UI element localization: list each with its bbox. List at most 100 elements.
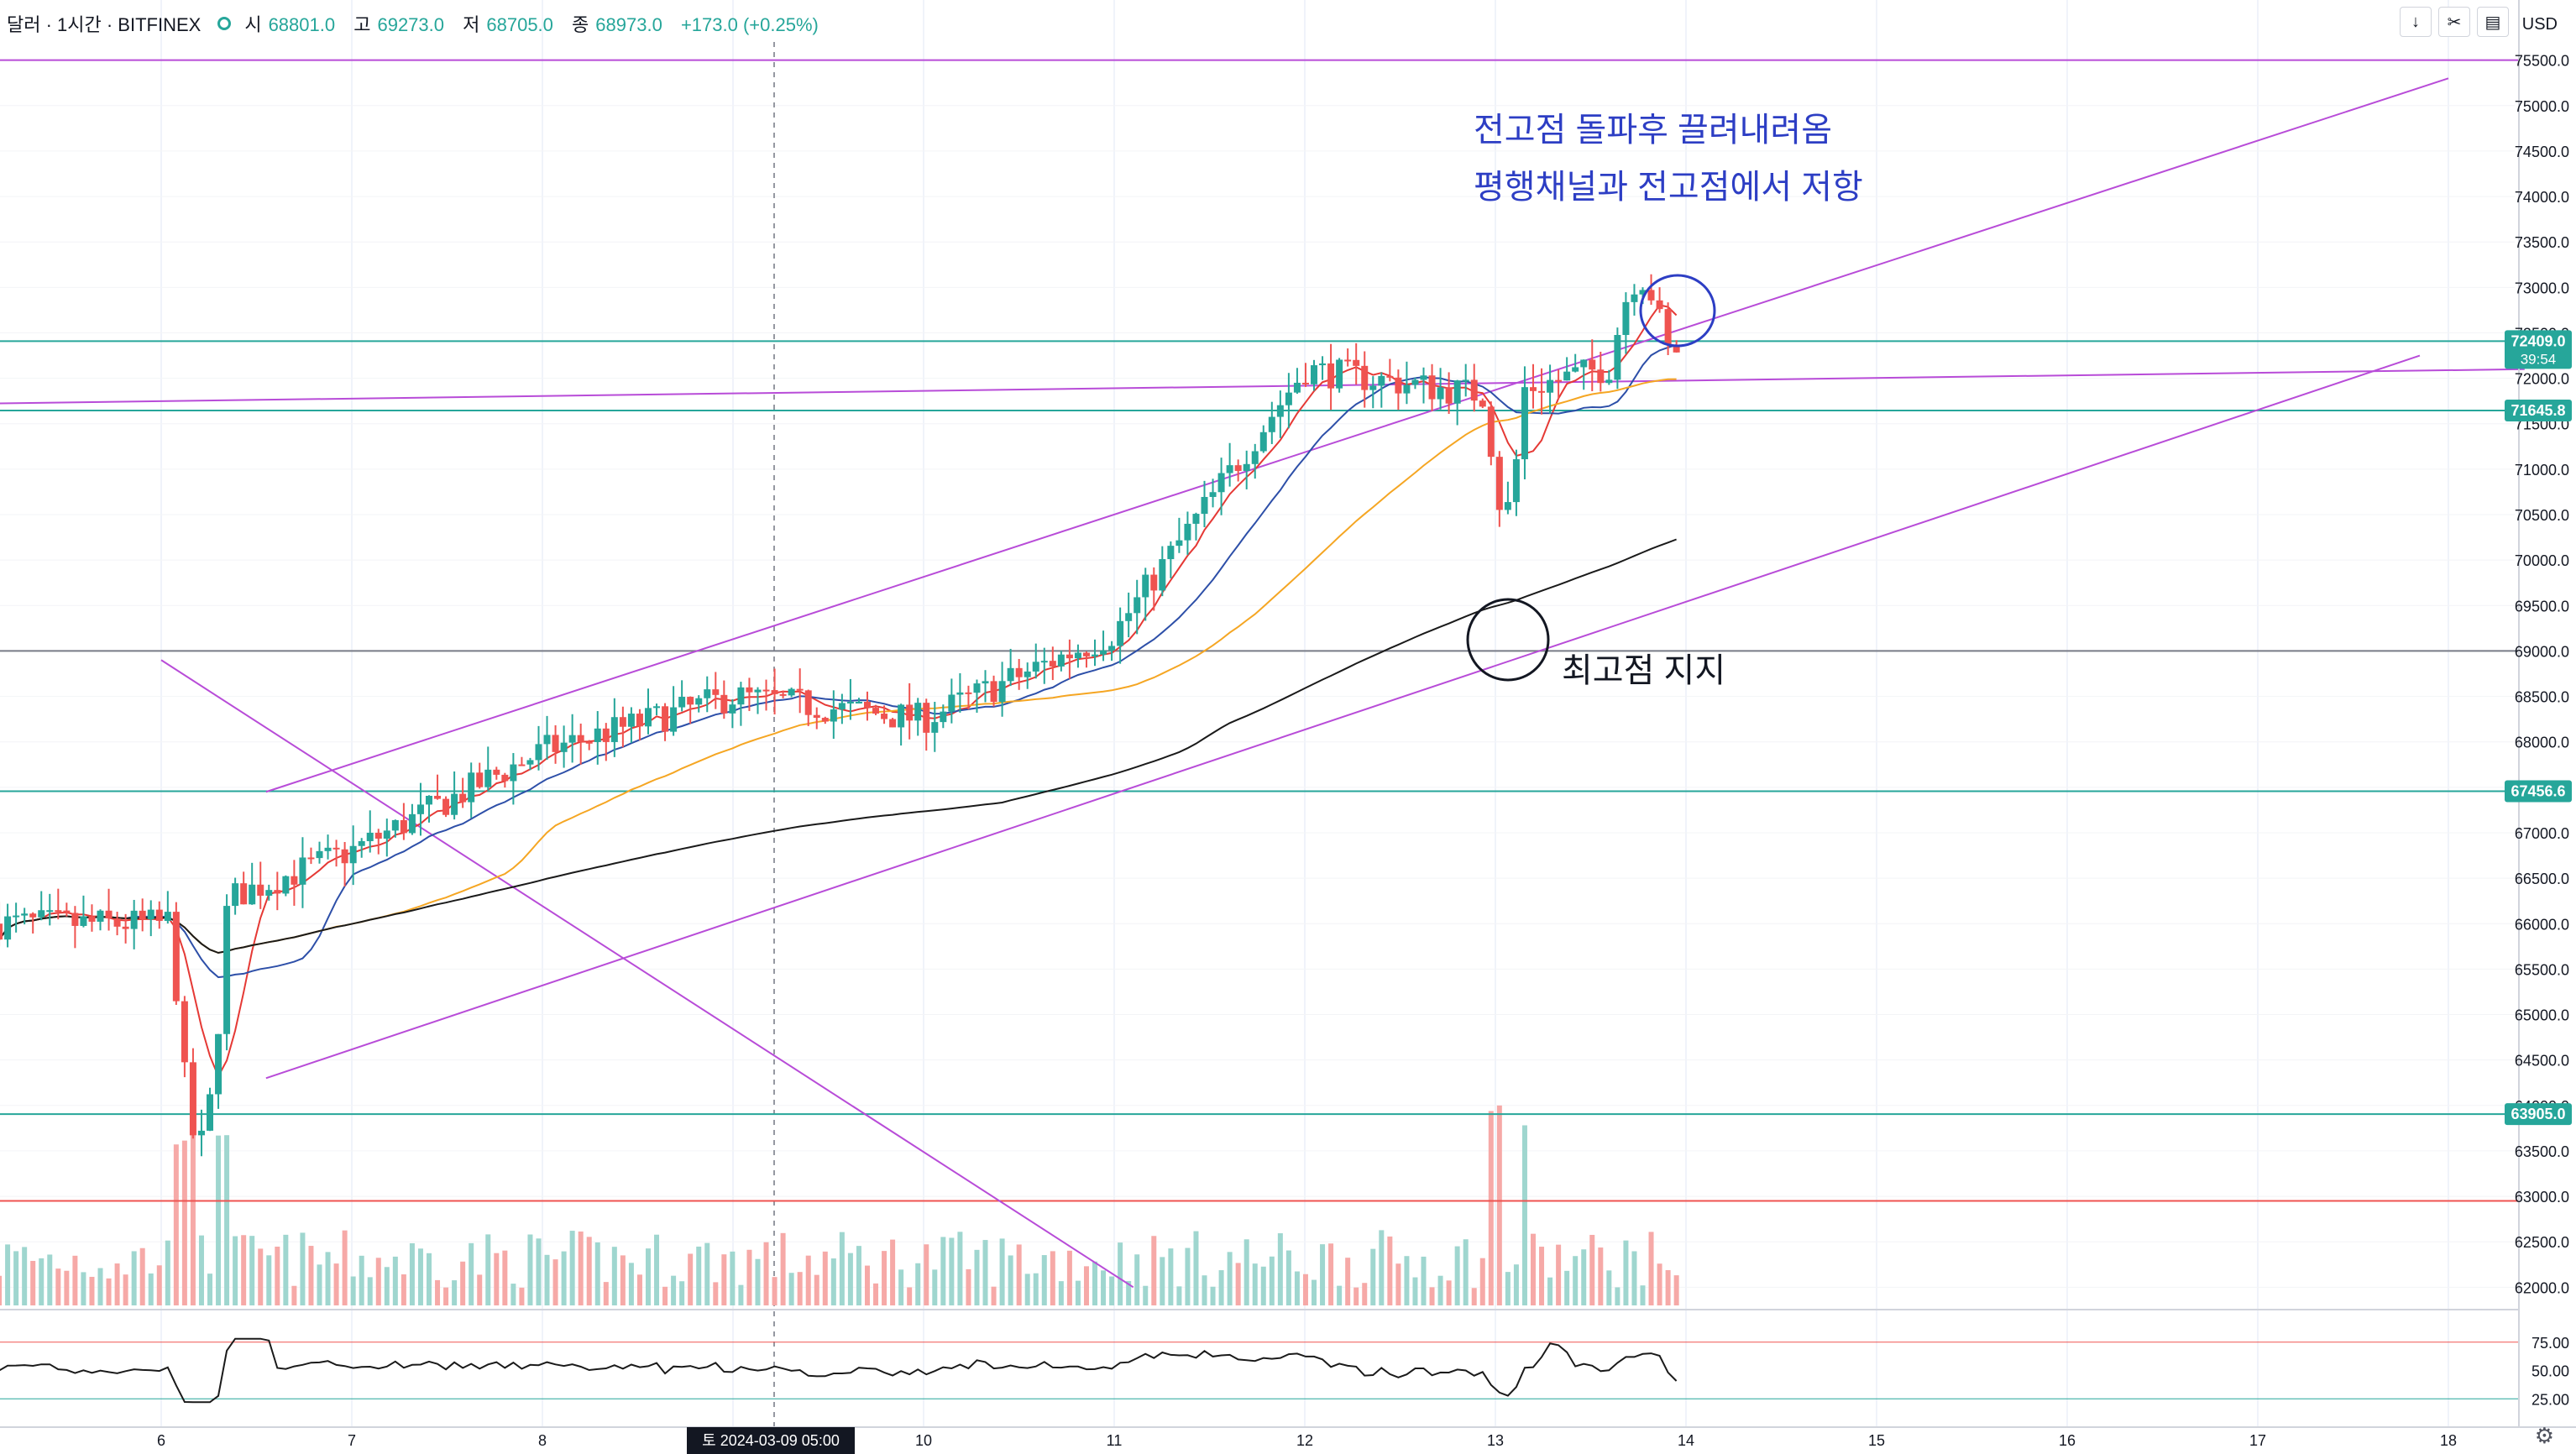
candle[interactable] bbox=[97, 909, 104, 931]
candle[interactable] bbox=[207, 1087, 214, 1132]
candle[interactable] bbox=[762, 679, 770, 711]
candle[interactable] bbox=[712, 672, 720, 709]
candle[interactable] bbox=[1032, 643, 1039, 679]
candle[interactable] bbox=[838, 693, 846, 724]
candle[interactable] bbox=[291, 860, 298, 906]
candle[interactable] bbox=[1268, 401, 1275, 444]
candle[interactable] bbox=[1353, 343, 1360, 385]
candle[interactable] bbox=[1311, 359, 1318, 391]
candle[interactable] bbox=[737, 682, 745, 726]
candle[interactable] bbox=[425, 795, 432, 823]
candle[interactable] bbox=[1445, 372, 1453, 415]
candle[interactable] bbox=[1344, 348, 1352, 367]
candle[interactable] bbox=[493, 766, 500, 780]
candle[interactable] bbox=[63, 902, 71, 917]
candle[interactable] bbox=[1015, 658, 1023, 690]
candle[interactable] bbox=[358, 838, 365, 858]
candle[interactable] bbox=[577, 723, 584, 765]
candle[interactable] bbox=[299, 837, 306, 908]
candle[interactable] bbox=[1369, 376, 1377, 409]
currency-label[interactable]: USD bbox=[2521, 15, 2558, 34]
candle[interactable] bbox=[821, 716, 829, 724]
candle[interactable] bbox=[1150, 567, 1158, 611]
candle[interactable] bbox=[1538, 368, 1546, 415]
candle[interactable] bbox=[484, 746, 492, 791]
candle[interactable] bbox=[1336, 358, 1343, 393]
candle[interactable] bbox=[804, 689, 812, 726]
candle[interactable] bbox=[1243, 450, 1250, 489]
candle[interactable] bbox=[1495, 451, 1503, 527]
candle[interactable] bbox=[788, 688, 795, 698]
candle[interactable] bbox=[662, 703, 669, 741]
candle[interactable] bbox=[1201, 480, 1208, 528]
candle[interactable] bbox=[1572, 353, 1579, 373]
candle[interactable] bbox=[113, 912, 121, 936]
candle[interactable] bbox=[349, 825, 357, 886]
candle[interactable] bbox=[71, 906, 79, 949]
candle[interactable] bbox=[965, 685, 972, 710]
candle[interactable] bbox=[1631, 284, 1638, 316]
scissors-icon[interactable]: ✂ bbox=[2438, 7, 2470, 37]
candle[interactable] bbox=[1470, 364, 1478, 412]
candle[interactable] bbox=[746, 677, 753, 711]
candle[interactable] bbox=[1293, 368, 1301, 395]
candle[interactable] bbox=[1597, 351, 1605, 392]
candle[interactable] bbox=[46, 893, 54, 926]
candle[interactable] bbox=[1386, 358, 1394, 382]
candle[interactable] bbox=[1530, 364, 1537, 409]
candle[interactable] bbox=[139, 898, 146, 932]
candle[interactable] bbox=[1024, 662, 1031, 689]
candle[interactable] bbox=[282, 875, 290, 897]
candle[interactable] bbox=[602, 723, 610, 761]
candle[interactable] bbox=[610, 698, 618, 757]
candle[interactable] bbox=[940, 704, 947, 729]
candle[interactable] bbox=[906, 683, 914, 740]
candle[interactable] bbox=[1563, 357, 1571, 381]
exchange-logo-icon[interactable]: ▤ bbox=[2477, 7, 2509, 37]
candle[interactable] bbox=[249, 862, 256, 905]
candle[interactable] bbox=[459, 777, 467, 808]
candle[interactable] bbox=[526, 757, 534, 771]
candle[interactable] bbox=[1656, 287, 1663, 313]
candle[interactable] bbox=[1234, 459, 1242, 482]
candle[interactable] bbox=[316, 841, 323, 864]
candle[interactable] bbox=[232, 877, 239, 915]
candle[interactable] bbox=[644, 688, 652, 735]
candle[interactable] bbox=[585, 740, 593, 751]
candle[interactable] bbox=[1647, 274, 1655, 306]
candle[interactable] bbox=[451, 771, 458, 820]
candle[interactable] bbox=[1217, 458, 1225, 515]
candle[interactable] bbox=[1134, 579, 1141, 635]
candle[interactable] bbox=[223, 894, 231, 1051]
candle[interactable] bbox=[476, 762, 484, 789]
candle[interactable] bbox=[1209, 479, 1217, 508]
candle[interactable] bbox=[80, 895, 87, 928]
candle[interactable] bbox=[754, 687, 762, 714]
candle[interactable] bbox=[1555, 369, 1563, 399]
candle[interactable] bbox=[341, 841, 348, 887]
candle[interactable] bbox=[172, 902, 180, 1005]
candle[interactable] bbox=[164, 891, 171, 924]
candle[interactable] bbox=[1664, 302, 1672, 355]
candle[interactable] bbox=[1092, 639, 1099, 667]
candle[interactable] bbox=[796, 668, 804, 714]
candle[interactable] bbox=[383, 819, 390, 857]
candle[interactable] bbox=[197, 1109, 205, 1157]
candle[interactable] bbox=[408, 803, 416, 835]
candle[interactable] bbox=[678, 680, 686, 712]
candle[interactable] bbox=[973, 679, 981, 713]
candle[interactable] bbox=[240, 871, 248, 905]
candle[interactable] bbox=[830, 690, 837, 740]
candle[interactable] bbox=[1049, 646, 1056, 681]
candle[interactable] bbox=[1159, 546, 1166, 597]
candle[interactable] bbox=[1462, 364, 1469, 397]
candle[interactable] bbox=[1074, 644, 1081, 668]
candle[interactable] bbox=[1057, 651, 1065, 672]
candle[interactable] bbox=[687, 696, 694, 724]
candle[interactable] bbox=[998, 662, 1006, 717]
candle[interactable] bbox=[1184, 511, 1191, 555]
candle[interactable] bbox=[704, 676, 711, 713]
candle[interactable] bbox=[400, 803, 407, 840]
candle[interactable] bbox=[855, 698, 862, 703]
candle[interactable] bbox=[181, 996, 188, 1078]
